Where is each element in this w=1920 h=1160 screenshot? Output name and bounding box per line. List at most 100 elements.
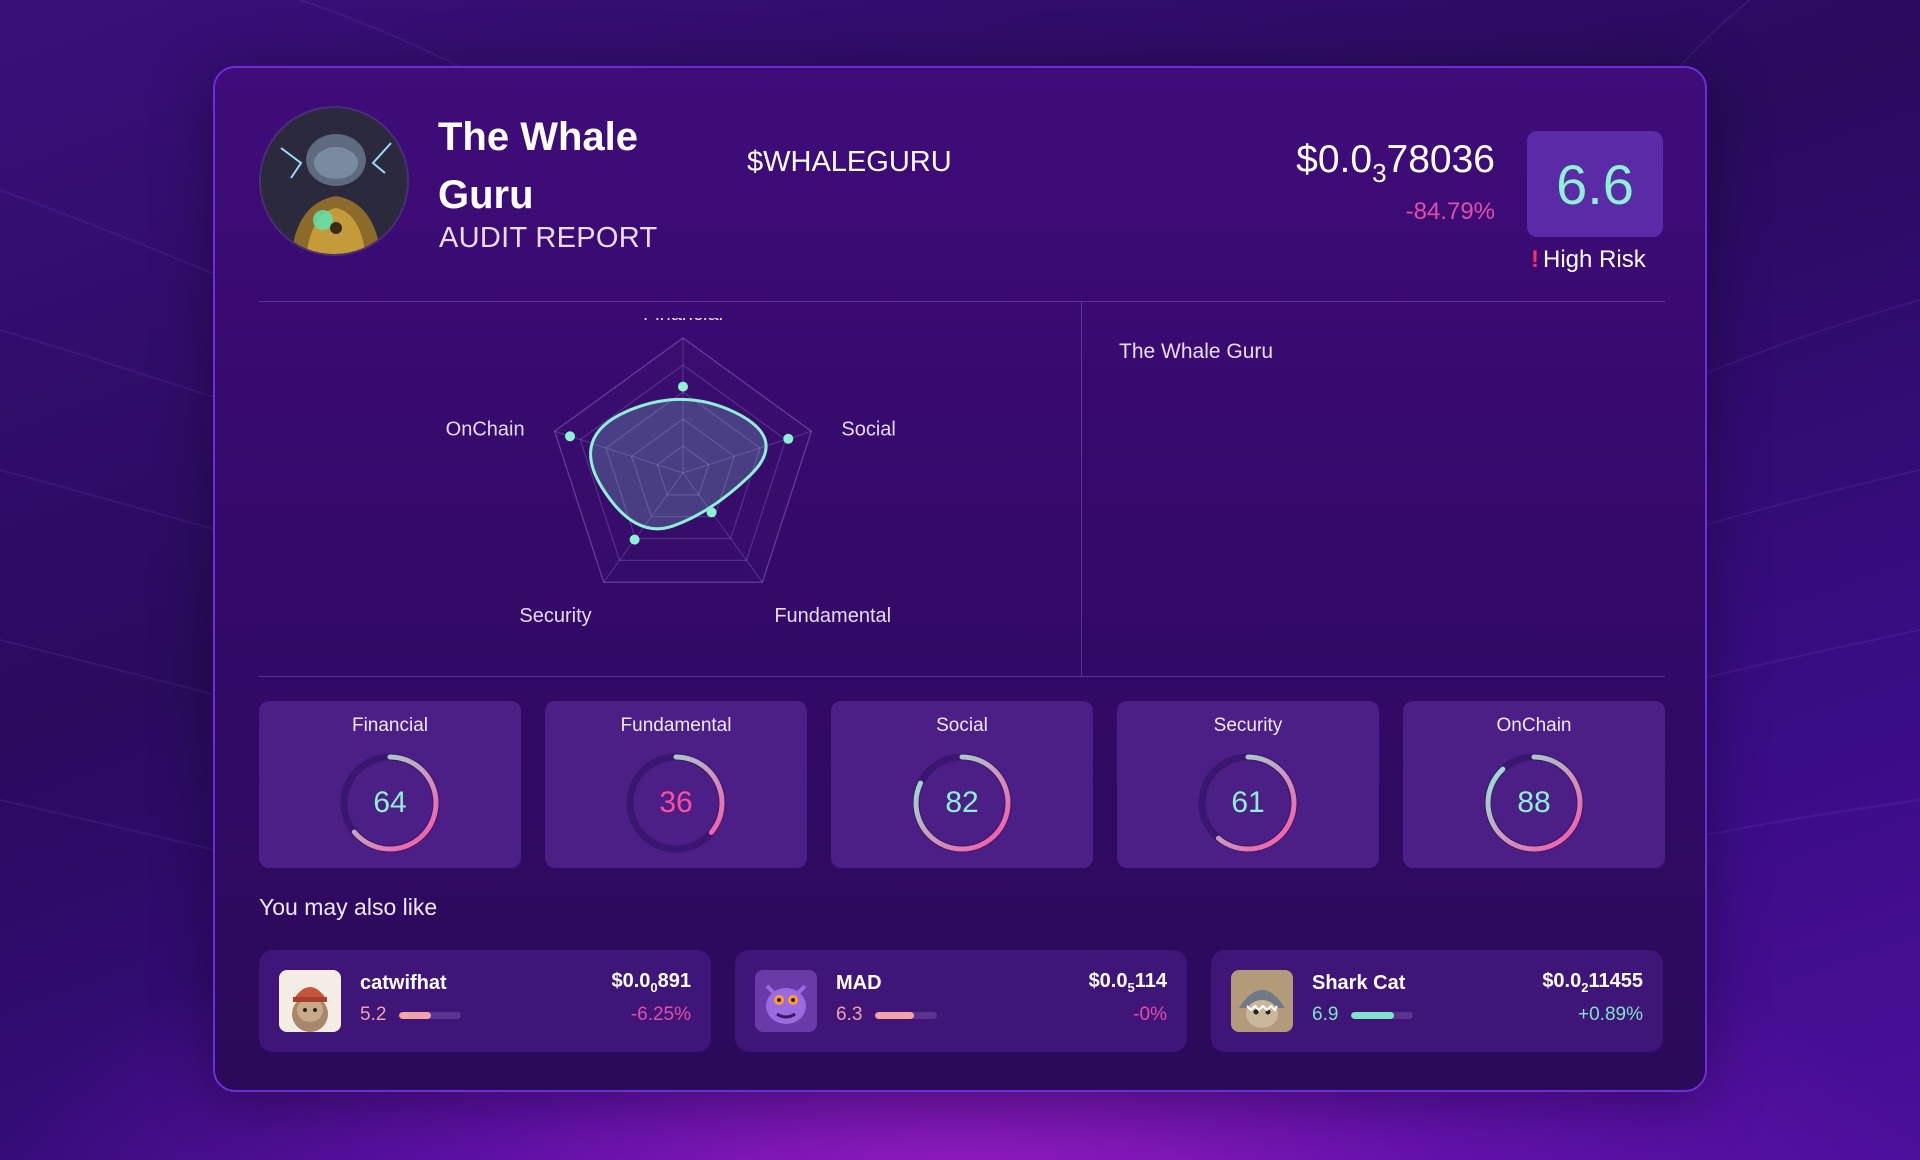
- price-prefix: $0.0: [1088, 970, 1128, 992]
- radar-axis-label-security: Security: [519, 605, 591, 627]
- radar-axis-label-social: Social: [841, 418, 895, 440]
- radar-grid-ring: [605, 391, 761, 540]
- recommendation-score: 5.2: [360, 1004, 387, 1025]
- score-card-value: 36: [659, 786, 693, 819]
- price-prefix: $0.0: [611, 970, 651, 992]
- score-ring: [1198, 753, 1298, 853]
- score-card-fundamental: Fundamental 36: [545, 701, 807, 868]
- price-change: -84.79%: [1405, 198, 1495, 225]
- radar-point-social: [783, 433, 794, 444]
- recommendation-name: MAD: [836, 972, 882, 994]
- radar-grid-ring: [630, 418, 736, 518]
- score-card-label: Security: [1213, 715, 1283, 736]
- recommendation-price: $0.0211455: [1542, 970, 1643, 995]
- recommendation-card[interactable]: MAD 6.3 $0.05114 -0%: [735, 950, 1187, 1052]
- monster-icon: [755, 970, 817, 1032]
- token-avatar: [259, 106, 409, 256]
- radar-axis-label-financial: Financial: [643, 318, 723, 325]
- divider-bottom: [259, 676, 1665, 677]
- recommendation-thumbnail: [279, 970, 341, 1032]
- score-card-onchain: OnChain 88: [1403, 701, 1665, 868]
- score-ring-arc: [913, 754, 1011, 852]
- recommendation-change: -6.25%: [630, 1004, 691, 1025]
- score-ring-arc: [627, 754, 725, 852]
- audit-report-card: The Whale Guru AUDIT REPORT $WHALEGURU $…: [213, 66, 1707, 1092]
- recommendation-score-bar: [399, 1012, 461, 1019]
- price-digits: 891: [657, 970, 691, 992]
- price-zero-count: 2: [1581, 980, 1589, 995]
- whale-warrior-icon: [261, 108, 407, 254]
- score-card-value: 88: [1517, 786, 1551, 819]
- token-price: $0.0378036: [1296, 138, 1495, 189]
- recommendation-card[interactable]: catwifhat 5.2 $0.00891 -6.25%: [259, 950, 711, 1052]
- token-title: The Whale Guru: [438, 115, 639, 217]
- score-ring-arc: [1485, 754, 1583, 852]
- cat-hat-icon: [279, 970, 341, 1032]
- radar-spoke: [682, 472, 763, 583]
- recommendation-score-bar: [1351, 1012, 1413, 1019]
- score-ring: [626, 753, 726, 853]
- recommendation-price: $0.00891: [611, 970, 691, 995]
- score-ring: [1484, 753, 1584, 853]
- radar-spoke: [554, 430, 684, 474]
- recommendation-thumbnail: [755, 970, 817, 1032]
- exclamation-icon: !: [1531, 246, 1539, 273]
- recommendation-score-bar-fill: [399, 1012, 432, 1019]
- recommendation-price: $0.05114: [1089, 970, 1167, 995]
- score-card-value: 64: [373, 786, 407, 819]
- recommendation-thumbnail: [1231, 970, 1293, 1032]
- score-card-label: Financial: [351, 715, 429, 736]
- recommendation-change: +0.89%: [1578, 1004, 1643, 1025]
- price-zero-count: 3: [1372, 158, 1387, 188]
- radar-point-fundamental: [706, 507, 717, 518]
- recommendation-score: 6.9: [1312, 1004, 1339, 1025]
- score-card-label: OnChain: [1496, 715, 1572, 736]
- score-card-label: Social: [936, 715, 988, 736]
- radar-axis-label-fundamental: Fundamental: [774, 605, 891, 627]
- radar-grid-ring: [656, 445, 710, 496]
- radar-axis-label-onchain: OnChain: [446, 418, 525, 440]
- price-zero-count: 0: [650, 980, 658, 995]
- score-card-value: 61: [1231, 786, 1265, 819]
- price-prefix: $0.0: [1542, 970, 1582, 992]
- recommendation-change: -0%: [1133, 1004, 1167, 1025]
- report-subtitle: AUDIT REPORT: [439, 222, 658, 254]
- recommendation-card[interactable]: Shark Cat 6.9 $0.0211455 +0.89%: [1211, 950, 1663, 1052]
- radar-grid-ring: [579, 364, 787, 561]
- score-card-value: 82: [945, 786, 979, 819]
- score-card-security: Security 61: [1117, 701, 1379, 868]
- score-ring: [912, 753, 1012, 853]
- overall-score: 6.6: [1527, 131, 1663, 237]
- recommendation-score-bar-fill: [1351, 1012, 1394, 1019]
- recommendation-score-bar-fill: [875, 1012, 915, 1019]
- score-ring: [340, 753, 440, 853]
- score-card-social: Social 82: [831, 701, 1093, 868]
- score-card-label: Fundamental: [620, 715, 732, 736]
- recommendations-heading: You may also like: [259, 894, 438, 920]
- price-digits: 78036: [1386, 138, 1495, 181]
- shark-cat-icon: [1231, 970, 1293, 1032]
- divider-top: [259, 301, 1665, 302]
- radar-series-area: [589, 397, 768, 531]
- price-digits: 114: [1134, 970, 1167, 992]
- radar-point-security: [629, 534, 640, 545]
- price-digits: 11455: [1588, 970, 1643, 992]
- divider-vertical: [1081, 302, 1082, 676]
- side-panel-title: The Whale Guru: [1119, 340, 1274, 363]
- score-ring-arc: [341, 754, 439, 852]
- price-zero-count: 5: [1127, 980, 1135, 995]
- recommendation-name: Shark Cat: [1312, 972, 1406, 994]
- recommendation-score-bar: [875, 1012, 937, 1019]
- risk-badge: ! High Risk: [1531, 246, 1646, 274]
- radar-point-financial: [678, 381, 688, 392]
- score-card-financial: Financial 64: [259, 701, 521, 868]
- radar-chart: Financial Social Fundamental Security OnChai…: [446, 318, 896, 627]
- price-prefix: $0.0: [1296, 138, 1373, 181]
- recommendation-name: catwifhat: [360, 972, 447, 994]
- score-ring-arc: [1199, 754, 1297, 852]
- recommendation-score: 6.3: [836, 1004, 863, 1025]
- radar-point-onchain: [565, 431, 576, 442]
- radar-grid-ring: [553, 337, 813, 583]
- token-ticker: $WHALEGURU: [747, 146, 952, 178]
- risk-label: High Risk: [1543, 246, 1646, 273]
